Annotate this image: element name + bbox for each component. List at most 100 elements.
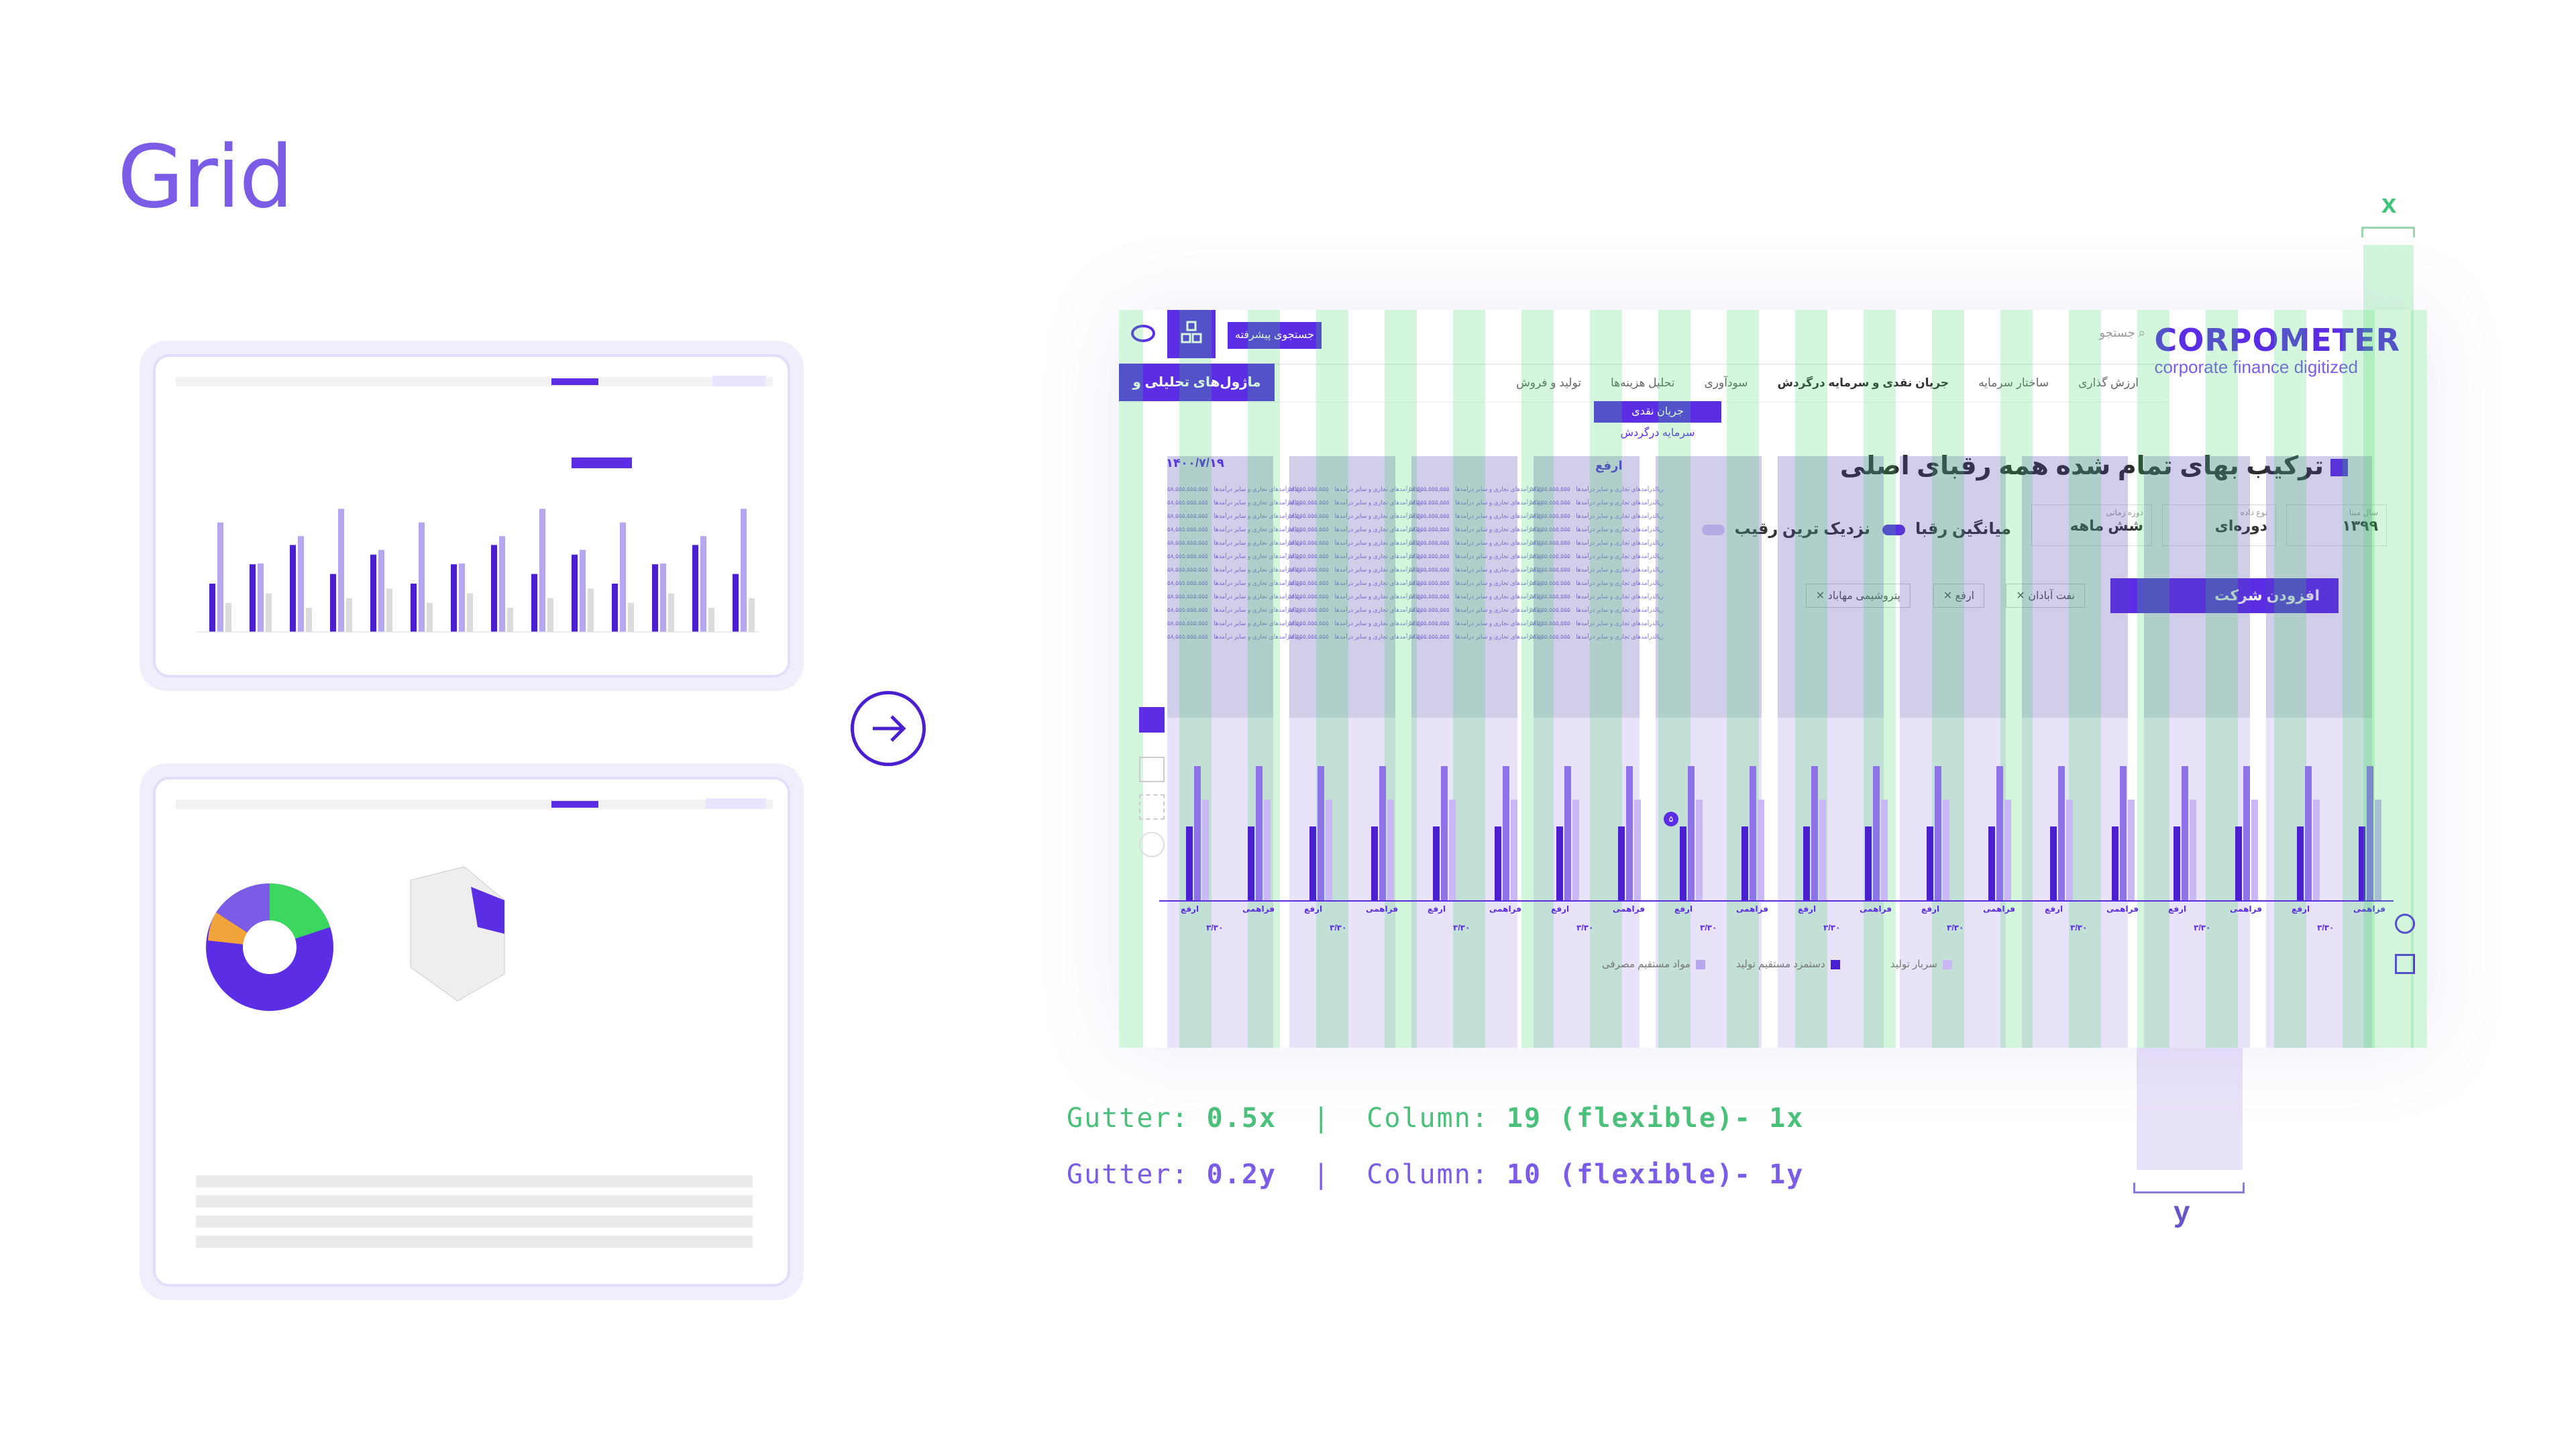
- chart-bar[interactable]: [1202, 800, 1209, 900]
- chart-bar[interactable]: [2066, 800, 2073, 900]
- user-icon[interactable]: [2395, 914, 2415, 934]
- nav-active-modules[interactable]: ماژول‌های تحلیلی و مالی: [1119, 364, 1275, 427]
- chart-bar[interactable]: [2182, 766, 2188, 900]
- chart-bar[interactable]: [1758, 800, 1764, 900]
- nav-item-cashflow[interactable]: جریان نقدی و سرمایه درگردش: [1777, 376, 1949, 389]
- chart-bar[interactable]: [1256, 766, 1263, 900]
- settings-icon[interactable]: [1139, 832, 1165, 857]
- expand-icon[interactable]: [1139, 794, 1165, 820]
- chart-bar[interactable]: [1387, 800, 1394, 900]
- chart-bar[interactable]: [2367, 766, 2373, 900]
- thumbnail-bar: [733, 574, 739, 632]
- chart-bar[interactable]: [1433, 826, 1440, 900]
- chart-bar[interactable]: [1248, 826, 1254, 900]
- x-period-label: ۳/۳۰: [1576, 923, 1594, 932]
- submenu-item-working-capital[interactable]: سرمایه درگردش: [1620, 427, 1695, 439]
- chart-bar[interactable]: [1634, 800, 1641, 900]
- chip-petrochemical-mahabad[interactable]: پتروشیمی مهاباد ✕: [1805, 584, 1911, 608]
- advanced-search-button[interactable]: جستجوی پیشرفته: [1228, 322, 1322, 349]
- submenu-item-cashflow[interactable]: جریان نقدی: [1594, 401, 1721, 423]
- chart-bar[interactable]: [2375, 800, 2381, 900]
- chart-bar[interactable]: [1441, 766, 1448, 900]
- chart-bar[interactable]: [1988, 826, 1995, 900]
- chart-bar[interactable]: [1626, 766, 1633, 900]
- chart-bar[interactable]: [1935, 766, 1941, 900]
- chart-bar[interactable]: [1881, 800, 1888, 900]
- chart-bar[interactable]: [2235, 826, 2242, 900]
- chart-bar[interactable]: [1943, 800, 1949, 900]
- chart-bar[interactable]: [1495, 826, 1501, 900]
- legend-row-value: ۵۸,۵۵۵,۵۵۵,۵۵۵ ریال: [1409, 513, 1543, 519]
- chart-bar[interactable]: [2050, 826, 2057, 900]
- legend-row-value: ۵۸,۵۵۵,۵۵۵,۵۵۵ ریال: [1167, 593, 1301, 600]
- toggle-closest-competitor[interactable]: نزدیک ترین رقیب: [1701, 519, 1870, 539]
- chart-bar[interactable]: [1873, 766, 1880, 900]
- chart-bar[interactable]: [2174, 826, 2180, 900]
- brand-logo[interactable]: CORPOMETER corporate finance digitized: [2154, 322, 2400, 378]
- x-tick-label: ارفع: [2168, 904, 2187, 914]
- chart-bar[interactable]: [2243, 766, 2250, 900]
- chart-bar[interactable]: [1564, 766, 1571, 900]
- chart-bar[interactable]: [1688, 766, 1695, 900]
- chart-bar[interactable]: [2112, 826, 2118, 900]
- chart-bar[interactable]: [1572, 800, 1579, 900]
- chart-bar[interactable]: [1996, 766, 2003, 900]
- chart-bar[interactable]: [2058, 766, 2065, 900]
- nav-item-valuation[interactable]: ارزش گذاری: [2078, 376, 2139, 389]
- thumbnail-bar: [330, 574, 336, 632]
- chart-bar[interactable]: [2297, 826, 2304, 900]
- chart-bar[interactable]: [1811, 766, 1818, 900]
- eye-icon[interactable]: [1131, 325, 1155, 342]
- data-type-select[interactable]: نوع داده دوره‌ای: [2162, 504, 2276, 546]
- chart-bar[interactable]: [2190, 800, 2196, 900]
- chart-bar[interactable]: [1819, 800, 1826, 900]
- legend-row: ۵۸,۵۵۵,۵۵۵,۵۵۵ ریالدرآمدهای تجاری و سایر…: [1409, 526, 1543, 539]
- nav-item-cost-analysis[interactable]: تحلیل هزینه‌ها: [1610, 376, 1675, 389]
- chip-naft-abadan[interactable]: نفت آبادان ✕: [2006, 584, 2085, 608]
- chart-bar[interactable]: [2128, 800, 2135, 900]
- chart-bar[interactable]: [1556, 826, 1563, 900]
- chart-bar[interactable]: [1618, 826, 1625, 900]
- chart-bar[interactable]: [1186, 826, 1193, 900]
- thumbnail-company-svg: [176, 798, 773, 1248]
- chart-bar[interactable]: [1511, 800, 1517, 900]
- add-chart-button[interactable]: [1139, 707, 1165, 733]
- nav-item-profitability[interactable]: سودآوری: [1704, 376, 1748, 389]
- period-select[interactable]: دوره زمانی شش ماهه: [2031, 504, 2152, 546]
- modules-menu-button[interactable]: [1167, 310, 1216, 358]
- add-company-button[interactable]: افزودن شرکت: [2110, 578, 2339, 613]
- chart-bar[interactable]: [1309, 826, 1316, 900]
- chart-bar[interactable]: [2359, 826, 2365, 900]
- chart-bar[interactable]: [2313, 800, 2320, 900]
- chart-bar[interactable]: [1927, 826, 1933, 900]
- grid-row-highlight: [1656, 456, 1762, 718]
- chart-bar[interactable]: [1741, 826, 1748, 900]
- chart-bar[interactable]: [1750, 766, 1756, 900]
- chart-bar[interactable]: [1194, 766, 1201, 900]
- comment-icon[interactable]: [1139, 757, 1165, 782]
- chart-bar[interactable]: [1318, 766, 1324, 900]
- chart-bar[interactable]: [2305, 766, 2312, 900]
- chart-bar[interactable]: [1803, 826, 1810, 900]
- nav-item-production-sales[interactable]: تولید و فروش: [1516, 376, 1581, 389]
- chart-bar[interactable]: [2251, 800, 2258, 900]
- chart-bar[interactable]: [1379, 766, 1386, 900]
- chart-bar[interactable]: [1696, 800, 1703, 900]
- chart-bar[interactable]: [1326, 800, 1332, 900]
- search-input[interactable]: جستجو ⌕: [2099, 326, 2145, 340]
- grid-spec-rows: Gutter: 0.2y | Column: 10 (flexible)- 1y: [1067, 1159, 1804, 1190]
- chart-bar[interactable]: [1503, 766, 1509, 900]
- bookmark-icon[interactable]: [2395, 954, 2415, 974]
- toggle-competitor-average[interactable]: میانگین رقبا: [1882, 519, 2011, 539]
- thumbnail-bar: [741, 508, 747, 632]
- chart-bar[interactable]: [2004, 800, 2011, 900]
- chart-bar[interactable]: [1264, 800, 1271, 900]
- chart-bar[interactable]: [1371, 826, 1378, 900]
- nav-item-capital-structure[interactable]: ساختار سرمایه: [1978, 376, 2049, 389]
- chip-arfa[interactable]: ارفع ✕: [1933, 584, 1984, 608]
- chart-bar[interactable]: [1680, 826, 1686, 900]
- chart-bar[interactable]: [2120, 766, 2127, 900]
- chart-bar[interactable]: [1449, 800, 1456, 900]
- base-year-select[interactable]: سال مبنا ۱۳۹۹: [2286, 504, 2387, 546]
- chart-bar[interactable]: [1865, 826, 1872, 900]
